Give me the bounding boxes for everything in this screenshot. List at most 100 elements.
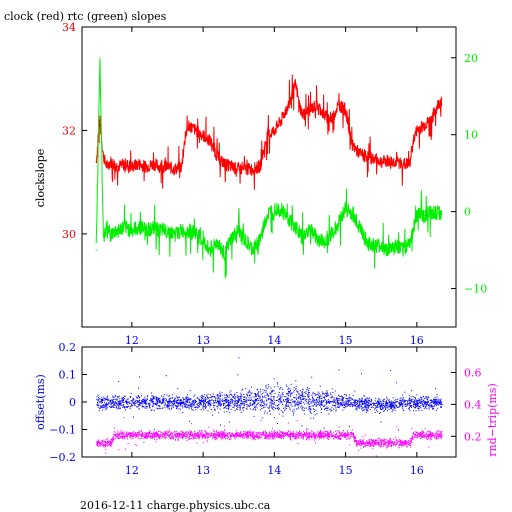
offset-point — [328, 402, 330, 404]
offset-point — [364, 402, 366, 404]
rnd-trip-point — [246, 437, 248, 439]
offset-point — [435, 399, 437, 400]
rnd-trip-point — [175, 431, 177, 433]
offset-point — [388, 399, 390, 401]
rnd-trip-point — [400, 441, 401, 443]
offset-point — [154, 402, 156, 404]
rnd-trip-point — [390, 443, 391, 445]
rnd-trip-point — [252, 433, 254, 435]
rnd-trip-point — [236, 430, 238, 432]
offset-point — [144, 399, 146, 401]
rnd-trip-point — [333, 437, 335, 439]
rnd-trip-point — [153, 435, 155, 437]
rnd-trip-point — [393, 438, 395, 440]
rnd-trip-point — [246, 431, 248, 433]
rnd-trip-point — [105, 448, 107, 450]
rnd-trip-point — [251, 435, 253, 437]
rnd-trip-point — [199, 431, 201, 433]
offset-point — [433, 398, 435, 400]
offset-point — [106, 406, 108, 408]
rnd-trip-point — [362, 441, 364, 443]
rnd-trip-point — [103, 440, 105, 442]
offset-point — [365, 405, 366, 407]
offset-point — [219, 404, 221, 406]
offset-point — [255, 400, 257, 402]
offset-point — [151, 399, 153, 401]
offset-point — [404, 406, 406, 407]
rnd-trip-point — [411, 438, 413, 440]
offset-point — [333, 397, 335, 399]
rnd-trip-point — [168, 432, 170, 434]
offset-point — [393, 406, 395, 408]
offset-point — [177, 402, 179, 404]
offset-point — [418, 408, 420, 410]
clock-slope-point — [287, 103, 290, 106]
offset-point — [347, 398, 349, 400]
offset-point — [402, 394, 404, 396]
offset-point — [189, 420, 190, 422]
rnd-trip-point — [157, 434, 159, 436]
offset-point — [392, 409, 394, 411]
offset-point — [298, 403, 300, 405]
rnd-trip-point — [287, 430, 289, 432]
offset-point — [166, 406, 168, 408]
offset-point — [418, 399, 420, 401]
offset-point — [117, 408, 119, 410]
offset-point — [282, 388, 284, 390]
offset-point — [366, 405, 368, 407]
offset-point — [354, 405, 356, 407]
offset-point — [118, 406, 120, 408]
rnd-trip-point — [265, 433, 267, 435]
rnd-trip-point — [145, 433, 147, 435]
offset-point — [391, 403, 393, 405]
offset-point — [308, 409, 310, 411]
offset-point — [256, 406, 258, 408]
rnd-trip-point — [242, 437, 244, 439]
rnd-trip-point — [123, 434, 125, 436]
offset-point — [412, 395, 414, 397]
offset-point — [227, 399, 229, 401]
offset-point — [384, 406, 386, 408]
offset-point — [279, 397, 280, 399]
offset-point — [100, 400, 102, 402]
rnd-trip-point — [159, 431, 161, 433]
offset-point — [333, 401, 335, 403]
offset-point — [276, 405, 278, 407]
offset-point — [349, 405, 351, 407]
rnd-trip-point — [306, 432, 308, 434]
offset-point — [360, 399, 362, 401]
offset-point — [162, 397, 164, 399]
offset-point — [342, 405, 343, 407]
offset-point — [123, 404, 125, 406]
offset-point — [319, 385, 321, 387]
rnd-trip-point — [226, 434, 228, 436]
rnd-trip-point — [387, 443, 389, 445]
rnd-trip-point — [244, 437, 245, 439]
offset-point — [98, 398, 100, 400]
rnd-trip-point — [215, 430, 217, 432]
rnd-trip-point — [272, 438, 274, 440]
rnd-trip-point — [188, 436, 190, 437]
offset-point — [436, 396, 438, 398]
rnd-trip-point — [222, 432, 224, 434]
offset-point — [122, 399, 124, 401]
offset-point — [432, 408, 434, 410]
offset-point — [205, 400, 206, 401]
offset-point — [273, 403, 275, 405]
offset-point — [192, 404, 194, 406]
offset-point — [270, 395, 272, 397]
clock-slope-point — [394, 160, 397, 163]
offset-point — [206, 398, 208, 400]
offset-point — [355, 400, 356, 402]
offset-point — [434, 403, 436, 404]
rnd-trip-point — [287, 436, 289, 438]
rnd-trip-point — [320, 434, 322, 436]
rnd-trip-point — [106, 438, 108, 440]
offset-point — [271, 399, 273, 401]
offset-point — [368, 398, 370, 400]
offset-point — [155, 397, 157, 399]
rnd-trip-point — [101, 442, 102, 444]
offset-point — [358, 406, 360, 408]
offset-point — [366, 400, 368, 402]
offset-point — [199, 401, 201, 403]
